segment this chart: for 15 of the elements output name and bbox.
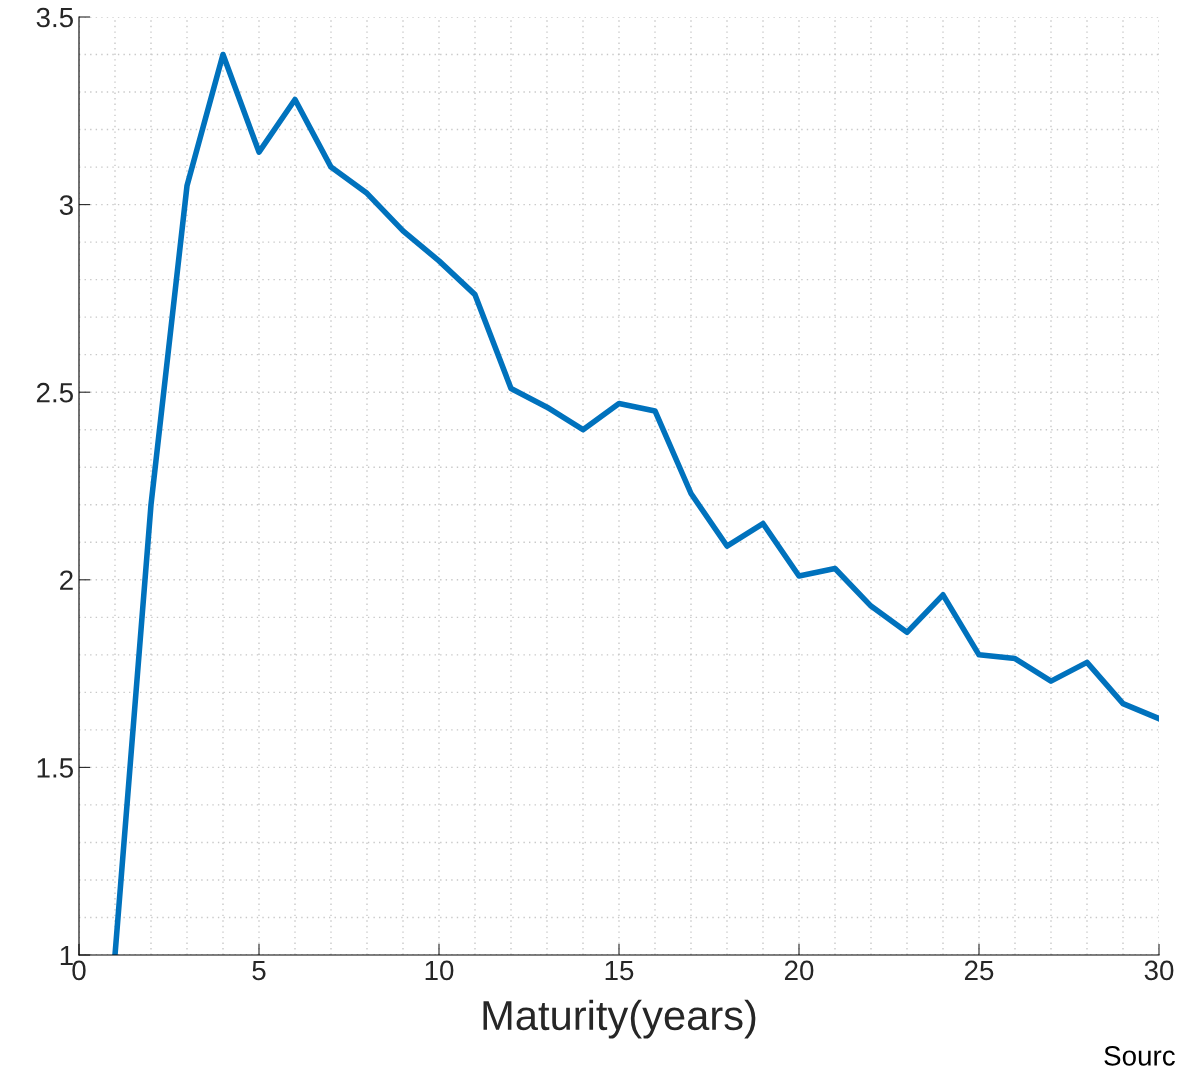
x-tick-label: 20 (784, 960, 814, 981)
x-tick-label: 0 (72, 960, 86, 981)
x-tick-label: 25 (964, 960, 994, 981)
y-tick-label: 3.5 (36, 7, 73, 28)
x-tick-label: 10 (425, 960, 454, 981)
x-tick-label: 30 (1144, 960, 1174, 981)
x-tick-label: 15 (605, 960, 634, 981)
y-tick-label: 2.5 (36, 382, 73, 403)
text: Sourc (1104, 1046, 1175, 1066)
x-tick-label: 5 (252, 960, 266, 981)
y-tick-label: 1 (60, 945, 73, 966)
x-axis-title: Maturity(years) (483, 999, 756, 1039)
y-tick-label: 2 (60, 570, 73, 590)
y-tick-label: 1.5 (37, 758, 73, 778)
y-tick-label: 3 (59, 195, 73, 215)
